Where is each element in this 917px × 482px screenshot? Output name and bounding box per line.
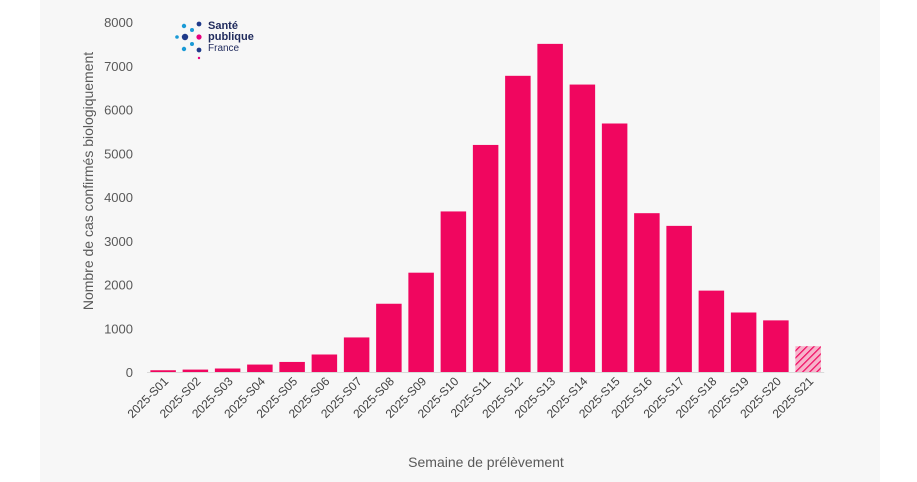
bar [311,354,338,372]
bar [698,290,725,372]
bar [795,346,821,372]
bar [376,303,402,372]
y-axis-label: Nombre de cas confirmés biologiquement [80,52,96,310]
bar [537,43,563,372]
bar [472,144,499,372]
bar [343,337,370,372]
y-tick-label: 7000 [104,59,133,74]
logo-dots-icon [175,21,202,60]
bar [247,364,273,372]
logo-line-2: publique [208,31,254,43]
y-tick-label: 2000 [104,278,133,293]
bar [666,225,692,372]
bar [440,211,467,372]
y-tick-label: 6000 [104,103,133,118]
bar [730,312,757,372]
bar [634,213,660,372]
y-tick-label: 1000 [104,321,133,336]
bar [150,370,176,372]
logo-line-3: France [208,43,240,54]
y-tick-label: 0 [126,365,133,380]
y-tick-label: 5000 [104,146,133,161]
y-tick-label: 4000 [104,190,133,205]
bar [505,75,531,372]
x-axis-label: Semaine de prélèvement [408,454,564,470]
bar [569,84,596,372]
bar [182,369,209,372]
bar [763,320,789,372]
bars [147,43,825,373]
y-tick-label: 8000 [104,15,133,30]
bar [601,123,628,372]
logo-text: Santé publique France [208,20,254,55]
bar [408,272,434,372]
bar [214,368,241,372]
sante-publique-france-logo: Santé publique France [174,18,284,60]
y-tick-label: 3000 [104,234,133,249]
bar [279,361,305,372]
logo-line-1: Santé [208,20,238,32]
x-axis-ticks: 2025-S012025-S022025-S032025-S042025-S05… [125,374,817,421]
y-axis-ticks: 0 1000 2000 3000 4000 5000 6000 7000 8000 [104,15,133,380]
